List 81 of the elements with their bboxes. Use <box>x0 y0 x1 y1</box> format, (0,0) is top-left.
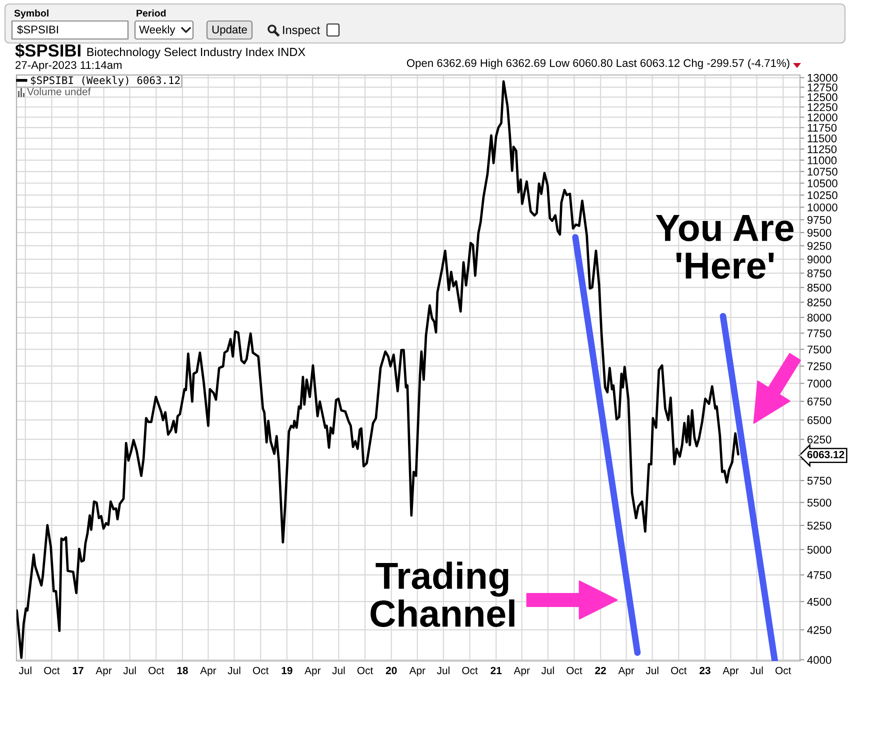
y-tick-label: 6063.12 <box>807 450 844 458</box>
y-tick-label: 5750 <box>807 476 832 485</box>
x-tick-label: 22 <box>595 666 606 674</box>
y-tick-label: 5500 <box>807 498 832 507</box>
y-tick-label: 10750 <box>808 168 838 176</box>
legend-label: $SPSIBI (Weekly) 6063.12 <box>31 76 180 86</box>
y-tick-label: 6500 <box>808 416 832 424</box>
y-tick-label: 8000 <box>807 314 832 322</box>
y-tick-label: 4750 <box>807 571 832 580</box>
x-tick-label: Oct <box>671 666 687 674</box>
y-tick-label: 8750 <box>807 269 832 278</box>
y-tick-label: 6250 <box>808 436 832 444</box>
y-tick-label: 4500 <box>807 598 832 606</box>
y-tick-label: 11250 <box>808 145 837 154</box>
x-tick-label: Apr <box>304 666 321 676</box>
y-tick-label: 9000 <box>807 256 832 264</box>
x-tick-label: 19 <box>282 666 292 674</box>
x-tick-label: Oct <box>148 666 164 674</box>
x-tick-label: Oct <box>357 666 374 674</box>
y-tick-label: 11750 <box>808 124 837 132</box>
text: Period <box>136 9 166 17</box>
x-tick-label: Apr <box>200 666 216 676</box>
x-tick-label: Apr <box>409 666 426 676</box>
text: $SPSIBI <box>17 25 58 34</box>
x-tick-label: Oct <box>252 666 269 674</box>
x-tick-label: Jul <box>436 666 450 674</box>
x-tick-label: Jul <box>541 666 554 674</box>
y-tick-label: 12000 <box>808 113 838 122</box>
y-tick-label: 11000 <box>808 156 837 164</box>
y-tick-label: 12250 <box>808 103 838 112</box>
text: 27-Apr-2023 11:14am <box>16 61 122 72</box>
y-tick-label: 9250 <box>807 242 832 250</box>
y-tick-label: 12500 <box>808 93 838 102</box>
x-tick-label: Oct <box>462 666 478 674</box>
chart-title: $SPSIBI <box>15 44 80 58</box>
text: Update <box>212 25 247 36</box>
y-tick-label: 8500 <box>807 284 832 292</box>
y-tick-label: 8250 <box>807 298 832 306</box>
chart-subtitle: Biotechnology Select Industry Index INDX <box>87 48 306 58</box>
x-tick-label: Jul <box>123 666 136 674</box>
x-tick-label: Jul <box>228 666 240 674</box>
y-tick-label: 9750 <box>807 216 832 224</box>
y-tick-label: 9500 <box>807 228 832 237</box>
annotation: You Are 'Here' <box>656 215 794 279</box>
y-tick-label: 7500 <box>808 346 832 354</box>
x-tick-label: Oct <box>44 666 60 674</box>
text: Inspect <box>283 26 320 36</box>
x-tick-label: Oct <box>566 666 582 674</box>
y-tick-label: 7250 <box>808 362 832 370</box>
text: Open 6362.69 High 6362.69 Low 6060.80 Last 6063.12 Chg -299.57 (-4.71%) <box>406 58 790 70</box>
y-tick-label: 7750 <box>808 329 832 338</box>
y-tick-label: 10500 <box>808 179 838 188</box>
x-tick-label: 17 <box>72 666 84 674</box>
x-tick-label: 23 <box>700 666 710 674</box>
x-tick-label: Jul <box>750 666 763 674</box>
y-tick-label: 13000 <box>808 74 838 82</box>
x-tick-label: Jul <box>646 666 658 674</box>
y-tick-label: 6750 <box>808 398 832 406</box>
x-tick-label: 21 <box>490 666 502 674</box>
x-tick-label: Apr <box>722 666 739 676</box>
x-tick-label: Jul <box>18 666 32 674</box>
x-tick-label: Apr <box>96 666 112 676</box>
y-tick-label: 5000 <box>807 546 832 554</box>
y-tick-label: 5250 <box>807 522 832 530</box>
x-tick-label: Apr <box>618 666 634 676</box>
text: Symbol <box>14 9 48 19</box>
text: Weekly <box>139 25 176 36</box>
x-tick-label: 18 <box>177 666 188 674</box>
annotation: Trading Channel <box>370 562 514 627</box>
y-tick-label: 11500 <box>808 134 837 142</box>
y-tick-label: 4250 <box>807 626 832 634</box>
x-tick-label: Oct <box>776 666 792 674</box>
x-tick-label: Apr <box>514 666 530 676</box>
y-tick-label: 12750 <box>808 84 838 92</box>
x-tick-label: 20 <box>386 666 397 674</box>
y-tick-label: 10250 <box>808 191 838 200</box>
x-tick-label: Jul <box>332 666 345 674</box>
y-tick-label: 10000 <box>808 203 838 212</box>
y-tick-label: 4000 <box>807 656 832 664</box>
annotation: Volume undef <box>27 88 91 96</box>
y-tick-label: 7000 <box>808 380 832 388</box>
